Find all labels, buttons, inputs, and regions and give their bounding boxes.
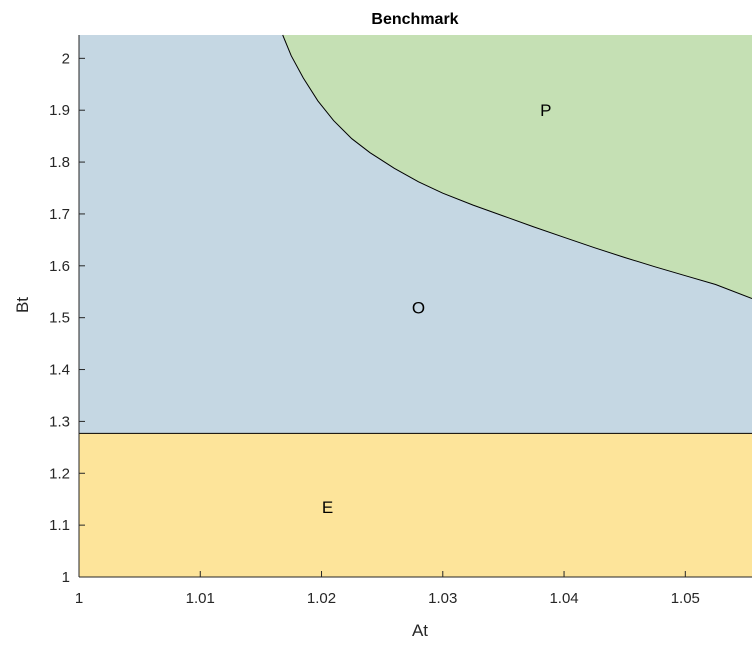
y-tick-label: 1.4: [49, 362, 70, 379]
region-E: [79, 433, 752, 577]
y-tick-label: 2: [62, 50, 70, 67]
region-label-O: O: [412, 298, 425, 317]
x-tick-label: 1.03: [428, 590, 457, 607]
y-tick-label: 1.7: [49, 206, 70, 223]
y-tick-label: 1.1: [49, 517, 70, 534]
y-tick-label: 1.6: [49, 258, 70, 275]
y-tick-label: 1.5: [49, 310, 70, 327]
boundaries: [79, 34, 752, 434]
y-tick-label: 1.3: [49, 413, 70, 430]
regions: [79, 35, 752, 577]
x-tick-label: 1.02: [307, 590, 336, 607]
chart-title: Benchmark: [371, 11, 458, 28]
region-label-E: E: [322, 498, 333, 517]
region-labels: E O P: [322, 101, 552, 517]
x-tick-label: 1.01: [186, 590, 215, 607]
x-axis-label: At: [412, 621, 428, 640]
y-tick-label: 1.9: [49, 102, 70, 119]
x-tick-label: 1.04: [549, 590, 578, 607]
boundary-O-P: [282, 34, 752, 299]
axes: [78, 35, 752, 578]
x-tick-label: 1.05: [671, 590, 700, 607]
region-P: [282, 35, 752, 299]
y-axis-label: Bt: [13, 297, 32, 313]
y-tick-label: 1: [62, 569, 70, 586]
y-tick-label: 1.8: [49, 154, 70, 171]
ticks: 1 1.01 1.02 1.03 1.04 1.05 1 1.1 1.2 1.3 1.4 1.5 1.6…: [49, 50, 700, 607]
region-label-P: P: [540, 101, 551, 120]
y-tick-label: 1.2: [49, 465, 70, 482]
x-tick-label: 1: [75, 590, 83, 607]
